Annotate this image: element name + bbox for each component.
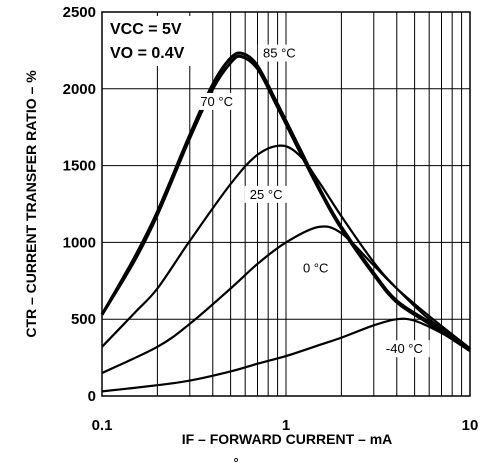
condition-vcc: VCC = 5V <box>110 21 182 38</box>
series-line-minus-40c <box>101 317 471 393</box>
x-axis-label: IF – FORWARD CURRENT – mA <box>182 431 393 447</box>
footer-fragment: ∘ <box>232 452 240 467</box>
series-labels: 85 °C 70 °C 25 °C 0 °C -40 °C <box>195 44 430 358</box>
series-label-bg <box>379 340 430 358</box>
plot-frame <box>101 11 471 397</box>
series-label-25c: 25 °C <box>250 187 283 202</box>
x-tick-label: 1 <box>282 417 290 434</box>
series-line-0c <box>101 225 471 374</box>
svg-text:∘: ∘ <box>232 452 240 467</box>
y-tick-label: 500 <box>71 311 96 328</box>
series-label-minus-40c: -40 °C <box>386 341 423 356</box>
y-tick-label: 0 <box>88 388 96 405</box>
series-label-85c: 85 °C <box>263 46 296 61</box>
y-tick-label: 1500 <box>63 158 96 175</box>
series-label-70c: 70 °C <box>200 94 233 109</box>
y-axis-label: CTR – CURRENT TRANSFER RATIO – % <box>23 70 39 338</box>
x-tick-label: 10 <box>462 417 479 434</box>
x-tick-labels: 0.1 1 10 <box>92 417 479 434</box>
series-label-bg <box>257 44 301 62</box>
condition-vo: VO = 0.4V <box>110 45 185 62</box>
series-label-bg <box>244 185 288 203</box>
series-curves <box>100 51 471 393</box>
series-line-70c <box>100 54 471 352</box>
y-tick-label: 2000 <box>63 81 96 98</box>
series-label-bg <box>195 92 239 110</box>
y-tick-labels: 0 500 1000 1500 2000 2500 <box>63 4 96 405</box>
conditions-box-bg <box>105 16 209 66</box>
y-tick-label: 1000 <box>63 234 96 251</box>
x-tick-label: 0.1 <box>92 417 113 434</box>
grid <box>102 12 470 396</box>
series-label-bg <box>297 259 334 277</box>
y-tick-label: 2500 <box>63 4 96 21</box>
series-label-0c: 0 °C <box>303 261 328 276</box>
